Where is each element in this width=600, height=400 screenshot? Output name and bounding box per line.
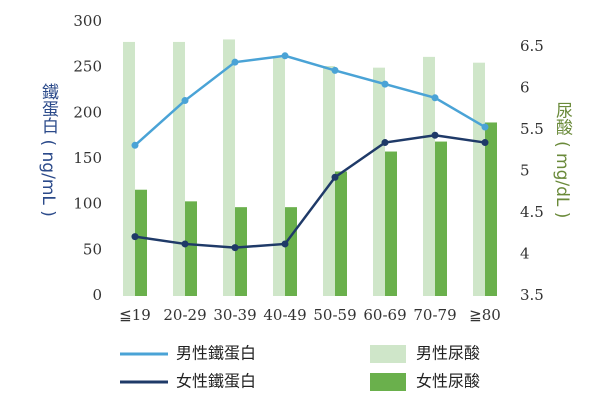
point <box>331 173 339 181</box>
x-tick-label: 60-69 <box>363 306 406 324</box>
bar <box>285 207 297 296</box>
legend-swatch <box>370 373 406 391</box>
point <box>231 244 239 252</box>
y-tick-label: 50 <box>83 240 102 258</box>
point <box>131 141 139 149</box>
bar <box>185 201 197 296</box>
bar <box>273 57 285 296</box>
point <box>431 94 439 102</box>
y2-tick-label: 4 <box>520 244 530 262</box>
x-tick-label: ≦19 <box>119 306 151 324</box>
y-tick-label: 200 <box>73 103 102 121</box>
bar <box>135 189 147 296</box>
bar <box>323 66 335 296</box>
y-tick-label: 300 <box>73 12 102 30</box>
point <box>231 58 239 66</box>
point <box>181 97 189 105</box>
bar <box>123 41 135 296</box>
bar <box>373 67 385 297</box>
legend-swatch <box>370 345 406 363</box>
bar <box>473 62 485 297</box>
x-tick-label: ≧80 <box>469 306 501 324</box>
x-tick-label: 50-59 <box>313 306 356 324</box>
y-tick-label: 100 <box>73 195 102 213</box>
y2-tick-label: 3.5 <box>520 286 544 304</box>
legend-label: 男性尿酸 <box>416 344 480 363</box>
bar <box>485 122 497 296</box>
point <box>131 233 139 241</box>
y2-tick-label: 5.5 <box>520 120 544 138</box>
point <box>181 240 189 248</box>
y2-tick-label: 4.5 <box>520 203 544 221</box>
point <box>481 123 489 131</box>
point <box>481 139 489 147</box>
bar <box>385 151 397 296</box>
point <box>381 139 389 147</box>
x-tick-label: 40-49 <box>263 306 306 324</box>
point <box>381 80 389 88</box>
y-tick-label: 150 <box>73 149 102 167</box>
bar <box>423 56 435 296</box>
legend-label: 男性鐵蛋白 <box>176 344 256 363</box>
line <box>134 133 486 249</box>
legend-label: 女性尿酸 <box>416 372 480 391</box>
bar <box>235 207 247 296</box>
y2-tick-label: 5 <box>520 161 530 179</box>
y-tick-label: 0 <box>92 286 102 304</box>
x-tick-label: 20-29 <box>163 306 206 324</box>
bar <box>223 39 235 296</box>
bar <box>435 141 447 296</box>
point <box>281 52 289 60</box>
y-axis-label: 鐵蛋白 ( ng/mL ) <box>38 83 59 217</box>
legend-label: 女性鐵蛋白 <box>176 372 256 391</box>
point <box>331 66 339 74</box>
line <box>134 54 486 147</box>
bar <box>335 171 347 296</box>
y2-tick-label: 6.5 <box>520 37 544 55</box>
bar <box>173 41 185 296</box>
y2-axis-label: 尿酸 ( mg/dL ) <box>552 102 573 219</box>
y-tick-label: 250 <box>73 58 102 76</box>
x-tick-label: 30-39 <box>213 306 256 324</box>
point <box>281 240 289 248</box>
x-tick-label: 70-79 <box>413 306 456 324</box>
y2-tick-label: 6 <box>520 78 530 96</box>
point <box>431 131 439 139</box>
